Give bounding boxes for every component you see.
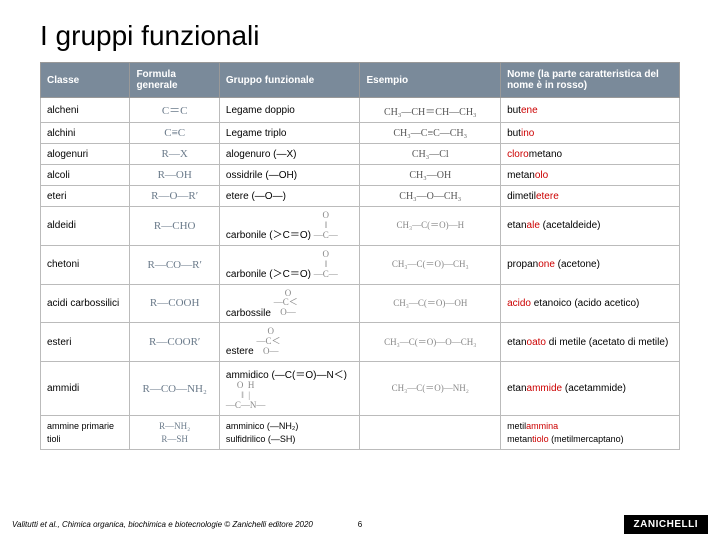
cell-esempio: CH₃—OH <box>360 165 501 186</box>
cell-gruppo: estere O—C＜ O— <box>219 323 360 362</box>
cell-gruppo: etere (—O—) <box>219 186 360 207</box>
page-number: 6 <box>358 520 362 529</box>
cell-esempio: CH₃—C(＝O)—OH <box>360 284 501 323</box>
cell-gruppo: amminico (—NH₂)sulfidrilico (—SH) <box>219 415 360 449</box>
table-container: Classe Formula generale Gruppo funzional… <box>0 62 720 450</box>
cell-nome: propanone (acetone) <box>501 245 680 284</box>
col-formula: Formula generale <box>130 63 219 98</box>
cell-formula: R—NH₂R—SH <box>130 415 219 449</box>
cell-nome: butino <box>501 123 680 144</box>
functional-groups-table: Classe Formula generale Gruppo funzional… <box>40 62 680 450</box>
cell-classe: alcheni <box>41 98 130 123</box>
table-row: alcoliR—OHossidrile (—OH)CH₃—OHmetanolo <box>41 165 680 186</box>
cell-nome: etanoato di metile (acetato di metile) <box>501 323 680 362</box>
cell-formula: R—COOR′ <box>130 323 219 362</box>
footer-citation: Valitutti et al., Chimica organica, bioc… <box>12 520 313 529</box>
table-row: aldeidiR—CHOcarbonile (＞C＝O) O‖—C—CH₃—C(… <box>41 207 680 246</box>
table-row: acidi carbossiliciR—COOHcarbossile O—C＜ … <box>41 284 680 323</box>
cell-esempio: CH₃—C(＝O)—H <box>360 207 501 246</box>
col-esempio: Esempio <box>360 63 501 98</box>
cell-gruppo: carbonile (＞C＝O) O‖—C— <box>219 245 360 284</box>
cell-formula: R—CHO <box>130 207 219 246</box>
table-row: alogenuriR—Xalogenuro (—X)CH₃—Clcloromet… <box>41 144 680 165</box>
cell-classe: eteri <box>41 186 130 207</box>
cell-nome: clorometano <box>501 144 680 165</box>
cell-gruppo: alogenuro (—X) <box>219 144 360 165</box>
cell-nome: metanolo <box>501 165 680 186</box>
cell-nome: butene <box>501 98 680 123</box>
table-row: alchiniC≡CLegame triploCH₃—C≡C—CH₃butino <box>41 123 680 144</box>
table-row: ammidiR—CO—NH₂ammidico (—C(＝O)—N＜) O H‖ … <box>41 362 680 416</box>
col-nome: Nome (la parte caratteristica del nome è… <box>501 63 680 98</box>
cell-nome: acido etanoico (acido acetico) <box>501 284 680 323</box>
table-row: ammine primarietioliR—NH₂R—SHamminico (—… <box>41 415 680 449</box>
cell-classe: alogenuri <box>41 144 130 165</box>
cell-formula: R—COOH <box>130 284 219 323</box>
table-row: chetoniR—CO—R′carbonile (＞C＝O) O‖—C—CH₃—… <box>41 245 680 284</box>
cell-formula: C＝C <box>130 98 219 123</box>
table-row: alcheniC＝CLegame doppioCH₃—CH＝CH—CH₃bute… <box>41 98 680 123</box>
col-classe: Classe <box>41 63 130 98</box>
cell-formula: R—CO—NH₂ <box>130 362 219 416</box>
cell-gruppo: carbonile (＞C＝O) O‖—C— <box>219 207 360 246</box>
table-header-row: Classe Formula generale Gruppo funzional… <box>41 63 680 98</box>
cell-esempio <box>360 415 501 449</box>
table-row: eteriR—O—R′etere (—O—)CH₃—O—CH₃dimetilet… <box>41 186 680 207</box>
cell-formula: R—CO—R′ <box>130 245 219 284</box>
table-row: esteriR—COOR′estere O—C＜ O—CH₃—C(＝O)—O—C… <box>41 323 680 362</box>
col-gruppo: Gruppo funzionale <box>219 63 360 98</box>
cell-esempio: CH₃—CH＝CH—CH₃ <box>360 98 501 123</box>
cell-formula: R—OH <box>130 165 219 186</box>
cell-formula: C≡C <box>130 123 219 144</box>
cell-gruppo: Legame triplo <box>219 123 360 144</box>
cell-classe: aldeidi <box>41 207 130 246</box>
cell-nome: etanale (acetaldeide) <box>501 207 680 246</box>
cell-esempio: CH₃—C(＝O)—NH₂ <box>360 362 501 416</box>
footer: Valitutti et al., Chimica organica, bioc… <box>0 515 720 534</box>
cell-esempio: CH₃—C(＝O)—CH₃ <box>360 245 501 284</box>
cell-nome: metilamminametantiolo (metilmercaptano) <box>501 415 680 449</box>
page-title: I gruppi funzionali <box>0 0 720 62</box>
cell-formula: R—O—R′ <box>130 186 219 207</box>
cell-nome: etanammide (acetammide) <box>501 362 680 416</box>
cell-classe: ammine primarietioli <box>41 415 130 449</box>
cell-esempio: CH₃—C≡C—CH₃ <box>360 123 501 144</box>
cell-formula: R—X <box>130 144 219 165</box>
cell-classe: esteri <box>41 323 130 362</box>
cell-classe: acidi carbossilici <box>41 284 130 323</box>
cell-esempio: CH₃—C(＝O)—O—CH₃ <box>360 323 501 362</box>
cell-gruppo: Legame doppio <box>219 98 360 123</box>
cell-classe: chetoni <box>41 245 130 284</box>
cell-nome: dimetiletere <box>501 186 680 207</box>
cell-classe: alcoli <box>41 165 130 186</box>
cell-gruppo: carbossile O—C＜ O— <box>219 284 360 323</box>
cell-esempio: CH₃—O—CH₃ <box>360 186 501 207</box>
publisher-logo: ZANICHELLI <box>624 515 708 534</box>
cell-gruppo: ossidrile (—OH) <box>219 165 360 186</box>
cell-classe: ammidi <box>41 362 130 416</box>
cell-esempio: CH₃—Cl <box>360 144 501 165</box>
cell-classe: alchini <box>41 123 130 144</box>
cell-gruppo: ammidico (—C(＝O)—N＜) O H‖ |—C—N— <box>219 362 360 416</box>
